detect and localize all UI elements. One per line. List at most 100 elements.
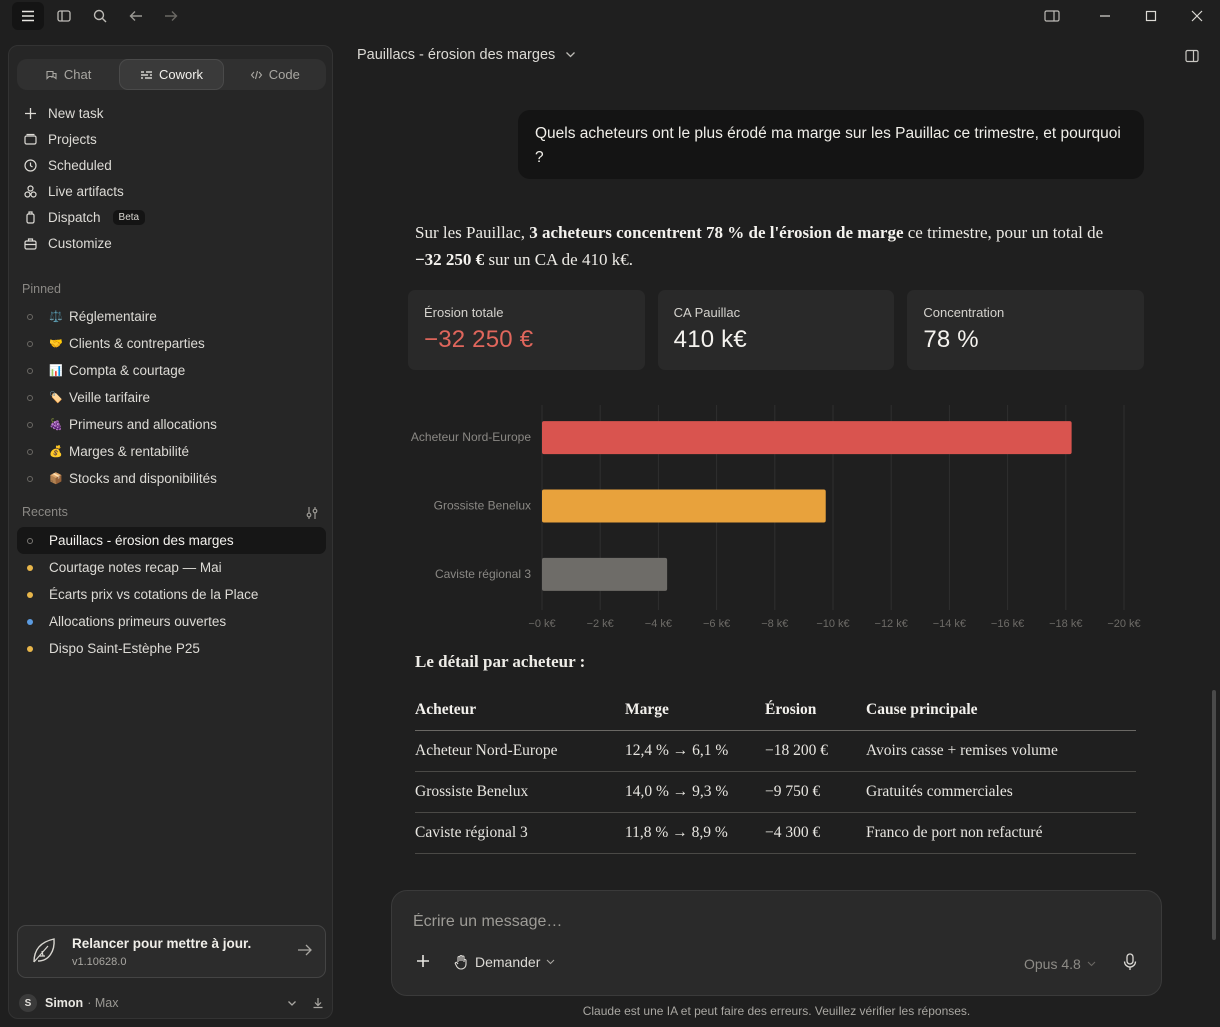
pinned-item[interactable]: 💰 Marges & rentabilité xyxy=(17,438,326,465)
folder-icon xyxy=(24,133,37,145)
cowork-icon xyxy=(140,70,152,79)
add-attachment-button[interactable] xyxy=(415,953,431,972)
code-icon xyxy=(250,70,262,79)
pin-dot xyxy=(27,313,33,320)
nav-live-artifacts[interactable]: Live artifacts xyxy=(17,178,326,204)
clock-icon xyxy=(24,158,37,172)
pinned-item[interactable]: 🏷️ Veille tarifaire xyxy=(17,384,326,411)
recent-item[interactable]: Allocations primeurs ouvertes xyxy=(17,608,326,635)
message-input[interactable] xyxy=(413,913,933,931)
hand-icon xyxy=(454,954,467,970)
recent-item-label: Pauillacs - érosion des marges xyxy=(49,533,234,548)
plus-icon xyxy=(25,107,36,119)
nav-new-task-label: New task xyxy=(48,105,104,121)
mode-label: Demander xyxy=(475,954,541,970)
kpi-value: −32 250 € xyxy=(424,326,534,353)
bar xyxy=(542,489,826,523)
pin-dot xyxy=(27,367,33,374)
nav-scheduled[interactable]: Scheduled xyxy=(17,152,326,178)
answer-bold-2: −32 250 € xyxy=(415,250,485,269)
tab-chat-label: Chat xyxy=(63,67,92,82)
kpi-card-ca: CA Pauillac 410 k€ xyxy=(657,290,895,370)
tab-cowork[interactable]: Cowork xyxy=(119,59,224,90)
recent-item-label: Courtage notes recap — Mai xyxy=(49,560,222,575)
pinned-item[interactable]: 📊 Compta & courtage xyxy=(17,357,326,384)
recent-item[interactable]: Courtage notes recap — Mai xyxy=(17,554,326,581)
table-header-row: Acheteur Marge Érosion Cause principale xyxy=(415,690,1136,731)
status-dot xyxy=(27,591,33,598)
recent-item-label: Écarts prix vs cotations de la Place xyxy=(49,587,259,602)
pin-emoji-icon: 📊 xyxy=(49,365,63,377)
minimize-icon[interactable] xyxy=(1089,0,1121,32)
model-selector[interactable]: Opus 4.8 xyxy=(1024,956,1096,972)
pin-dot xyxy=(27,475,33,482)
answer-text-3: sur un CA de 410 k€. xyxy=(484,250,633,269)
recent-item[interactable]: Écarts prix vs cotations de la Place xyxy=(17,581,326,608)
pinned-item[interactable]: 🤝 Clients & contreparties xyxy=(17,330,326,357)
nav-projects[interactable]: Projects xyxy=(17,126,326,152)
microphone-button[interactable] xyxy=(1123,953,1137,974)
side-panel-icon[interactable] xyxy=(1185,49,1199,66)
kpi-cards: Érosion totale −32 250 € CA Pauillac 410… xyxy=(408,290,1145,370)
x-tick-label: −20 k€ xyxy=(1107,618,1140,630)
buyer-table: Acheteur Marge Érosion Cause principale Ach… xyxy=(415,690,1136,854)
back-arrow-icon[interactable] xyxy=(120,0,152,32)
user-row[interactable]: S Simon · Max xyxy=(19,993,324,1013)
column-header: Cause principale xyxy=(866,690,1136,731)
kpi-label: Érosion totale xyxy=(424,305,504,320)
user-name: Simon xyxy=(45,996,84,1010)
column-header: Érosion xyxy=(765,690,866,731)
forward-arrow-icon[interactable] xyxy=(155,0,187,32)
conversation-title-text: Pauillacs - érosion des marges xyxy=(357,47,556,63)
pinned-item-label: Stocks and disponibilités xyxy=(69,471,217,486)
close-icon[interactable] xyxy=(1181,0,1213,32)
assistant-answer: Sur les Pauillac, 3 acheteurs concentren… xyxy=(415,219,1105,273)
table-cell: Franco de port non refacturé xyxy=(866,812,1136,854)
conversation-title[interactable]: Pauillacs - érosion des marges xyxy=(357,47,576,63)
pinned-item[interactable]: 🍇 Primeurs and allocations xyxy=(17,411,326,438)
pinned-item-label: Compta & courtage xyxy=(69,363,186,378)
recent-item[interactable]: Pauillacs - érosion des marges xyxy=(17,527,326,554)
answer-text-2: ce trimestre, pour un total de xyxy=(903,223,1104,242)
chevron-down-icon[interactable] xyxy=(286,997,298,1009)
kpi-label: Concentration xyxy=(923,305,1005,320)
sidebar-toggle-icon[interactable] xyxy=(48,0,80,32)
pin-dot xyxy=(27,421,33,428)
tab-code[interactable]: Code xyxy=(224,59,326,90)
recent-item[interactable]: Dispo Saint-Estèphe P25 xyxy=(17,635,326,662)
y-category-label: Caviste régional 3 xyxy=(435,567,531,581)
pinned-item[interactable]: 📦 Stocks and disponibilités xyxy=(17,465,326,492)
nav-customize[interactable]: Customize xyxy=(17,230,326,256)
y-category-label: Grossiste Benelux xyxy=(434,499,531,513)
split-view-icon[interactable] xyxy=(1036,0,1068,32)
table-cell: −18 200 € xyxy=(765,730,866,772)
status-dot xyxy=(27,618,33,625)
composer: Demander Opus 4.8 xyxy=(391,890,1162,996)
tab-chat[interactable]: Chat xyxy=(17,59,119,90)
arrow-right-icon[interactable] xyxy=(297,943,313,960)
status-dot xyxy=(27,564,33,571)
pin-dot xyxy=(27,394,33,401)
kpi-value: 410 k€ xyxy=(673,326,747,353)
nav-new-task[interactable]: New task xyxy=(17,100,326,126)
search-icon[interactable] xyxy=(84,0,116,32)
pin-emoji-icon: ⚖️ xyxy=(49,311,63,323)
maximize-icon[interactable] xyxy=(1135,0,1167,32)
table-cell: Grossiste Benelux xyxy=(415,771,625,813)
column-header: Marge xyxy=(625,690,765,731)
column-header: Acheteur xyxy=(415,690,625,731)
update-version: v1.10628.0 xyxy=(72,956,127,968)
mode-dropdown[interactable]: Demander xyxy=(454,954,555,970)
download-icon[interactable] xyxy=(312,997,324,1009)
update-card[interactable]: Relancer pour mettre à jour. v1.10628.0 xyxy=(17,925,326,978)
nav-dispatch[interactable]: Dispatch Beta xyxy=(17,204,326,230)
scrollbar[interactable] xyxy=(1212,690,1216,940)
pinned-item[interactable]: ⚖️ Réglementaire xyxy=(17,303,326,330)
x-tick-label: −16 k€ xyxy=(991,618,1024,630)
filter-icon[interactable] xyxy=(305,506,319,523)
menu-icon[interactable] xyxy=(12,2,44,30)
nav-scheduled-label: Scheduled xyxy=(48,157,112,173)
recents-list: Pauillacs - érosion des marges Courtage n… xyxy=(17,527,326,662)
main-nav: New task Projects Scheduled Live artifac… xyxy=(17,100,326,256)
x-tick-label: −12 k€ xyxy=(875,618,908,630)
